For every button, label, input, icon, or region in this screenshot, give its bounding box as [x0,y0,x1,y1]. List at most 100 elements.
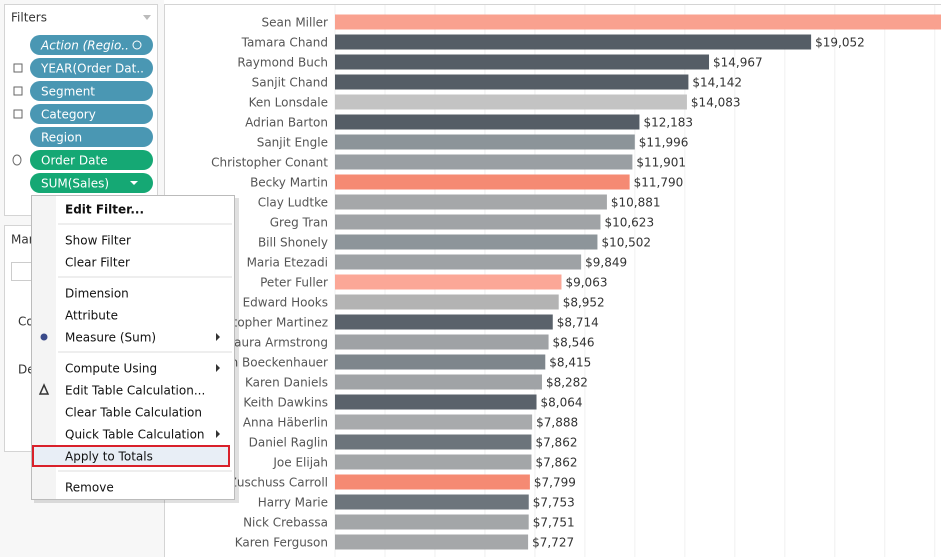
category-label: Christopher Conant [211,156,328,170]
value-label: $9,063 [565,276,607,290]
bar [335,194,607,210]
filter-pill[interactable] [30,173,153,193]
filter-pill[interactable] [30,127,153,147]
menu-item-highlight[interactable] [32,445,230,467]
submenu-arrow [216,364,220,372]
bar [335,514,529,530]
value-label: $8,714 [557,316,599,330]
value-label: $7,862 [535,456,577,470]
bar [335,394,537,410]
filter-pill-label: Segment [41,85,95,99]
menu-radio [40,333,48,341]
bar [335,214,601,230]
bar [335,174,630,190]
filter-pill-label: Region [41,131,82,145]
value-label: $8,282 [546,376,588,390]
filter-pill[interactable] [30,104,153,124]
filters-title: Filters [11,11,47,25]
category-label: Sean Miller [262,16,329,30]
value-label: $8,952 [563,296,605,310]
delta-icon [38,383,50,395]
category-label: Anna Häberlin [243,416,328,430]
value-label: $12,183 [643,116,693,130]
bar [335,414,533,430]
card-menu-arrow[interactable] [143,15,151,20]
category-label: Karen Daniels [245,376,328,390]
category-label: Zuschuss Carroll [229,476,328,490]
bar [335,434,532,450]
bar [335,354,546,370]
bar [335,14,941,30]
pill-icon [12,154,22,166]
menu-item[interactable]: Attribute [65,309,118,323]
category-label: Tom Boeckenhauer [213,356,328,370]
menu-item[interactable]: Edit Table Calculation... [65,384,205,398]
submenu-arrow [216,430,220,438]
menu-item[interactable]: Edit Filter... [65,203,144,217]
category-label: Keith Dawkins [243,396,328,410]
bar [335,234,598,250]
category-label: Edward Hooks [243,296,328,310]
menu-item[interactable]: Measure (Sum) [65,331,156,345]
menu-item[interactable]: Clear Filter [65,256,130,270]
bar [335,254,582,270]
value-label: $10,502 [601,236,651,250]
value-label: $19,052 [815,36,865,50]
value-label: $7,799 [534,476,576,490]
category-label: Peter Fuller [260,276,328,290]
category-label: Laura Armstrong [227,336,328,350]
value-label: $10,623 [604,216,654,230]
menu-item[interactable]: Apply to Totals [65,450,153,464]
category-label: Daniel Raglin [249,436,328,450]
category-label: Ken Lonsdale [249,96,328,110]
value-label: $7,751 [533,516,575,530]
category-label: Tamara Chand [241,36,328,50]
value-label: $9,849 [585,256,627,270]
bar [335,74,689,90]
menu-item[interactable]: Clear Table Calculation [65,406,202,420]
bar [335,294,559,310]
filter-pill[interactable] [30,81,153,101]
category-label: Adrian Barton [245,116,328,130]
bar [335,34,812,50]
bar [335,134,635,150]
menu-item[interactable]: Show Filter [65,234,131,248]
bar [335,474,530,490]
menu-item[interactable]: Compute Using [65,362,157,376]
filter-pill[interactable] [30,150,153,170]
bar [335,94,687,110]
category-label: Bill Shonely [258,236,328,250]
category-label: Joe Elijah [272,456,328,470]
bar [335,54,710,70]
bar [335,154,633,170]
bar [335,374,542,390]
menu-item[interactable]: Dimension [65,287,129,301]
category-label: Maria Etezadi [247,256,328,270]
menu-item[interactable]: Remove [65,481,114,495]
category-label: Sanjit Chand [252,76,328,90]
bar [335,534,529,550]
category-label: Sanjit Engle [257,136,328,150]
filter-pill[interactable] [30,35,153,55]
value-label: $14,967 [713,56,763,70]
pill-icon [132,40,142,50]
value-label: $8,415 [549,356,591,370]
pill-icon [13,63,23,73]
filter-pill-label: Category [41,108,96,122]
bar [335,314,553,330]
pill-dropdown[interactable] [130,181,138,185]
category-label: Nick Crebassa [243,516,328,530]
bar [335,334,549,350]
value-label: $11,790 [634,176,684,190]
bars [335,14,941,550]
value-label: $8,546 [553,336,595,350]
value-label: $10,881 [611,196,661,210]
value-label: $7,862 [535,436,577,450]
bar [335,274,562,290]
category-label: Raymond Buch [237,56,328,70]
submenu-arrow [216,333,220,341]
category-label: Harry Marie [258,496,328,510]
menu-item[interactable]: Quick Table Calculation [65,428,205,442]
filter-pill[interactable] [30,58,153,78]
